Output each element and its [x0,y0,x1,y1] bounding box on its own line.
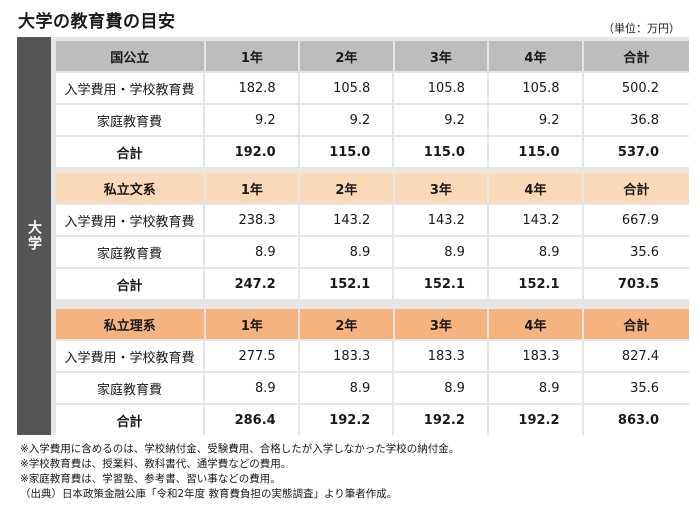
note-line: ※入学費用に含めるのは、学校納付金、受験費用、合格したが入学しなかった学校の納付… [20,443,460,455]
value-cell: 152.1 [394,269,487,299]
row-label: 入学費用・学校教育費 [56,205,204,235]
value-cell: 192.0 [205,137,298,167]
column-header: 2年 [300,41,393,71]
note-line: （出典）日本政策金融公庫「令和2年度 教育費負担の実態調査」より筆者作成。 [20,488,398,500]
value-cell: 9.2 [299,105,393,135]
section-name: 国公立 [56,41,204,71]
side-label: 大学 [17,37,51,435]
value-cell: 115.0 [394,137,487,167]
table-row: 合計 286.4 192.2 192.2 192.2 863.0 [56,405,690,435]
table-row: 入学費用・学校教育費 238.3 143.2 143.2 143.2 667.9 [56,205,690,235]
section-name: 私立理系 [56,309,204,339]
value-cell: 152.1 [488,269,582,299]
row-label: 家庭教育費 [56,105,204,135]
value-cell: 8.9 [299,373,393,403]
row-label: 合計 [56,269,204,299]
value-cell: 9.2 [488,105,582,135]
value-cell: 827.4 [583,341,690,371]
value-cell: 286.4 [205,405,298,435]
value-cell: 667.9 [583,205,690,235]
column-header: 4年 [489,41,582,71]
value-cell: 9.2 [205,105,298,135]
row-label: 家庭教育費 [56,237,204,267]
value-cell: 863.0 [583,405,690,435]
note-line: ※家庭教育費は、学習塾、参考書、習い事などの費用。 [20,473,281,485]
page-title: 大学の教育費の目安 [18,12,176,32]
value-cell: 8.9 [394,237,487,267]
column-header: 2年 [300,173,393,203]
column-header: 合計 [583,173,689,203]
column-header: 1年 [205,173,299,203]
column-header: 3年 [394,173,488,203]
column-header: 3年 [394,309,488,339]
column-header: 1年 [205,309,299,339]
row-label: 入学費用・学校教育費 [56,73,204,103]
value-cell: 182.8 [205,73,298,103]
value-cell: 152.1 [299,269,393,299]
table-row: 家庭教育費 9.2 9.2 9.2 9.2 36.8 [56,105,690,135]
value-cell: 183.3 [394,341,487,371]
value-cell: 143.2 [394,205,487,235]
column-header: 4年 [489,309,582,339]
column-header: 4年 [489,173,582,203]
value-cell: 8.9 [488,373,582,403]
value-cell: 8.9 [394,373,487,403]
section-name: 私立文系 [56,173,204,203]
table-row: 入学費用・学校教育費 277.5 183.3 183.3 183.3 827.4 [56,341,690,371]
column-header: 合計 [583,309,689,339]
column-header: 合計 [583,41,689,71]
value-cell: 8.9 [488,237,582,267]
column-header: 1年 [205,41,299,71]
row-label: 合計 [56,405,204,435]
value-cell: 115.0 [488,137,582,167]
value-cell: 8.9 [205,237,298,267]
value-cell: 8.9 [299,237,393,267]
value-cell: 36.8 [583,105,690,135]
value-cell: 192.2 [488,405,582,435]
section-header-row: 国公立 1年 2年 3年 4年 合計 [56,41,689,71]
column-header: 3年 [394,41,488,71]
note-line: ※学校教育費は、授業料、教科書代、通学費などの費用。 [20,458,292,470]
row-label: 家庭教育費 [56,373,204,403]
section-header-row: 私立文系 1年 2年 3年 4年 合計 [56,173,689,203]
value-cell: 183.3 [299,341,393,371]
value-cell: 192.2 [394,405,487,435]
column-header: 2年 [300,309,393,339]
value-cell: 238.3 [205,205,298,235]
table-row: 家庭教育費 8.9 8.9 8.9 8.9 35.6 [56,237,690,267]
value-cell: 9.2 [394,105,487,135]
value-cell: 183.3 [488,341,582,371]
table-row: 入学費用・学校教育費 182.8 105.8 105.8 105.8 500.2 [56,73,690,103]
value-cell: 143.2 [299,205,393,235]
row-label: 入学費用・学校教育費 [56,341,204,371]
table-row: 家庭教育費 8.9 8.9 8.9 8.9 35.6 [56,373,690,403]
value-cell: 115.0 [299,137,393,167]
value-cell: 703.5 [583,269,690,299]
section-header-row: 私立理系 1年 2年 3年 4年 合計 [56,309,689,339]
value-cell: 35.6 [583,373,690,403]
value-cell: 500.2 [583,73,690,103]
value-cell: 105.8 [488,73,582,103]
table-row: 合計 192.0 115.0 115.0 115.0 537.0 [56,137,690,167]
notes: ※入学費用に含めるのは、学校納付金、受験費用、合格したが入学しなかった学校の納付… [20,442,459,502]
value-cell: 105.8 [394,73,487,103]
value-cell: 277.5 [205,341,298,371]
value-cell: 8.9 [205,373,298,403]
value-cell: 143.2 [488,205,582,235]
unit-label: （単位：万円） [603,22,680,35]
value-cell: 35.6 [583,237,690,267]
value-cell: 105.8 [299,73,393,103]
value-cell: 192.2 [299,405,393,435]
table-row: 合計 247.2 152.1 152.1 152.1 703.5 [56,269,690,299]
value-cell: 537.0 [583,137,690,167]
row-label: 合計 [56,137,204,167]
value-cell: 247.2 [205,269,298,299]
